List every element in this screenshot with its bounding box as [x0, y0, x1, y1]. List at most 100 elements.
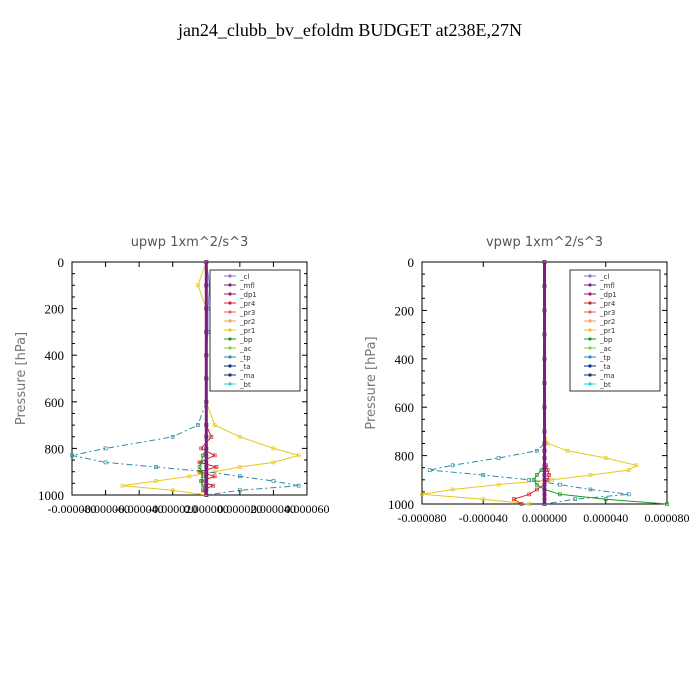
series-point-pr4 — [512, 497, 516, 502]
series-point-mfl — [204, 453, 209, 458]
series-point-mfl — [542, 463, 547, 468]
series-point-tp — [238, 488, 242, 493]
series-point-tp — [103, 460, 108, 465]
x-tick-label: -0.000040 — [115, 502, 164, 516]
legend-label: _bp — [239, 336, 253, 344]
series-point-pr1 — [550, 477, 555, 482]
series-point-mfl — [542, 332, 547, 337]
series-point-bp — [603, 497, 608, 502]
series-point-pr1 — [626, 468, 631, 472]
y-tick-label: 400 — [395, 352, 415, 367]
legend-marker — [228, 292, 232, 296]
legend-marker — [588, 310, 592, 314]
x-tick-label: 0.000080 — [645, 511, 690, 525]
series-point-mfl — [204, 306, 209, 311]
legend-marker — [228, 382, 232, 386]
legend-marker — [228, 373, 232, 377]
series-point-mfl — [542, 477, 547, 482]
y-tick-label: 600 — [45, 395, 65, 410]
series-point-mfl — [542, 429, 547, 434]
y-tick-label: 200 — [45, 302, 65, 317]
legend-label: _pr2 — [599, 318, 615, 326]
series-point-mfl — [204, 474, 209, 479]
x-tick-label: 0.000040 — [251, 502, 296, 516]
y-tick-label: 0 — [408, 255, 415, 270]
y-tick-label: 800 — [45, 441, 65, 456]
y-tick-label: 600 — [395, 400, 415, 415]
series-point-bp — [199, 479, 204, 483]
series-point-mfl — [204, 283, 209, 288]
series-point-pr1 — [271, 460, 276, 465]
series-point-pr4 — [211, 483, 215, 488]
series-point-mfl — [204, 488, 209, 493]
series-point-mfl — [204, 260, 209, 264]
series-point-pr1 — [238, 434, 242, 439]
series-point-pr4 — [212, 474, 217, 479]
legend-label: _tp — [599, 354, 611, 362]
legend-label: _dp1 — [599, 291, 617, 299]
series-point-mfl — [542, 260, 547, 264]
series-point-tp — [481, 473, 486, 477]
legend-label: _mfl — [599, 282, 615, 290]
y-tick-label: 200 — [395, 303, 415, 318]
legend-marker — [228, 337, 232, 341]
series-point-pr1 — [565, 448, 570, 453]
legend-label: _pr3 — [599, 309, 615, 317]
legend-marker — [228, 328, 232, 332]
legend-marker — [588, 373, 592, 377]
series-point-pr1 — [296, 453, 301, 458]
series-point-mfl — [542, 482, 547, 487]
legend-label: _ac — [599, 345, 612, 353]
legend-marker — [228, 319, 232, 323]
series-point-tp — [170, 434, 175, 439]
legend-marker — [228, 310, 232, 314]
legend-label: _pr3 — [239, 309, 255, 317]
series-point-bp — [557, 492, 562, 497]
legend-label: _ac — [239, 345, 252, 353]
series-point-mfl — [542, 492, 547, 497]
legend-marker — [588, 355, 592, 359]
series-point-pr1 — [634, 463, 639, 468]
legend-label: _bt — [599, 381, 611, 389]
series-point-tp — [196, 423, 200, 427]
series-point-pr1 — [271, 446, 276, 451]
legend-marker — [588, 346, 592, 350]
series-point-pr1 — [450, 487, 455, 492]
legend-label: _cl — [599, 273, 609, 281]
x-tick-label: 0.000020 — [217, 502, 262, 516]
series-point-mfl — [204, 330, 209, 334]
series-point-tp — [573, 497, 577, 502]
y-axis-label: Pressure [hPa] — [364, 336, 379, 429]
legend-label: _pr2 — [239, 318, 255, 326]
series-point-tp — [154, 465, 158, 469]
series-point-pr1 — [420, 492, 424, 497]
series-point-pr1 — [588, 473, 593, 477]
series-point-pr1 — [238, 465, 242, 469]
panel-2: vpwp 1xm^2/s^3 Pressure [hPa] 0 200 400 600 80… — [364, 235, 690, 525]
legend-label: _bt — [239, 381, 251, 389]
series-point-mfl — [204, 469, 209, 474]
series-point-pr1 — [603, 456, 608, 460]
legend-marker — [588, 382, 592, 386]
series-point-mfl — [542, 381, 547, 385]
series-point-mfl — [204, 376, 209, 381]
legend-marker — [588, 274, 592, 278]
legend-label: _ta — [599, 363, 611, 371]
series-point-mfl — [542, 456, 547, 460]
legend-label: _ta — [239, 363, 251, 371]
series-point-mfl — [204, 353, 209, 358]
series-point-bp — [201, 453, 205, 458]
series-point-pr1 — [187, 474, 192, 479]
series-point-bp — [201, 474, 205, 479]
series-point-mfl — [204, 446, 209, 451]
x-tick-label: 0.000040 — [583, 511, 628, 525]
series-point-pr1 — [212, 423, 217, 427]
legend-marker — [228, 301, 232, 305]
series-point-mfl — [542, 497, 547, 502]
series-point-tp — [271, 479, 276, 483]
x-tick-label: -0.000040 — [459, 511, 508, 525]
series-point-mfl — [542, 405, 547, 410]
series-point-tp — [103, 446, 108, 451]
y-tick-label: 800 — [395, 449, 415, 464]
series-point-mfl — [204, 460, 209, 465]
